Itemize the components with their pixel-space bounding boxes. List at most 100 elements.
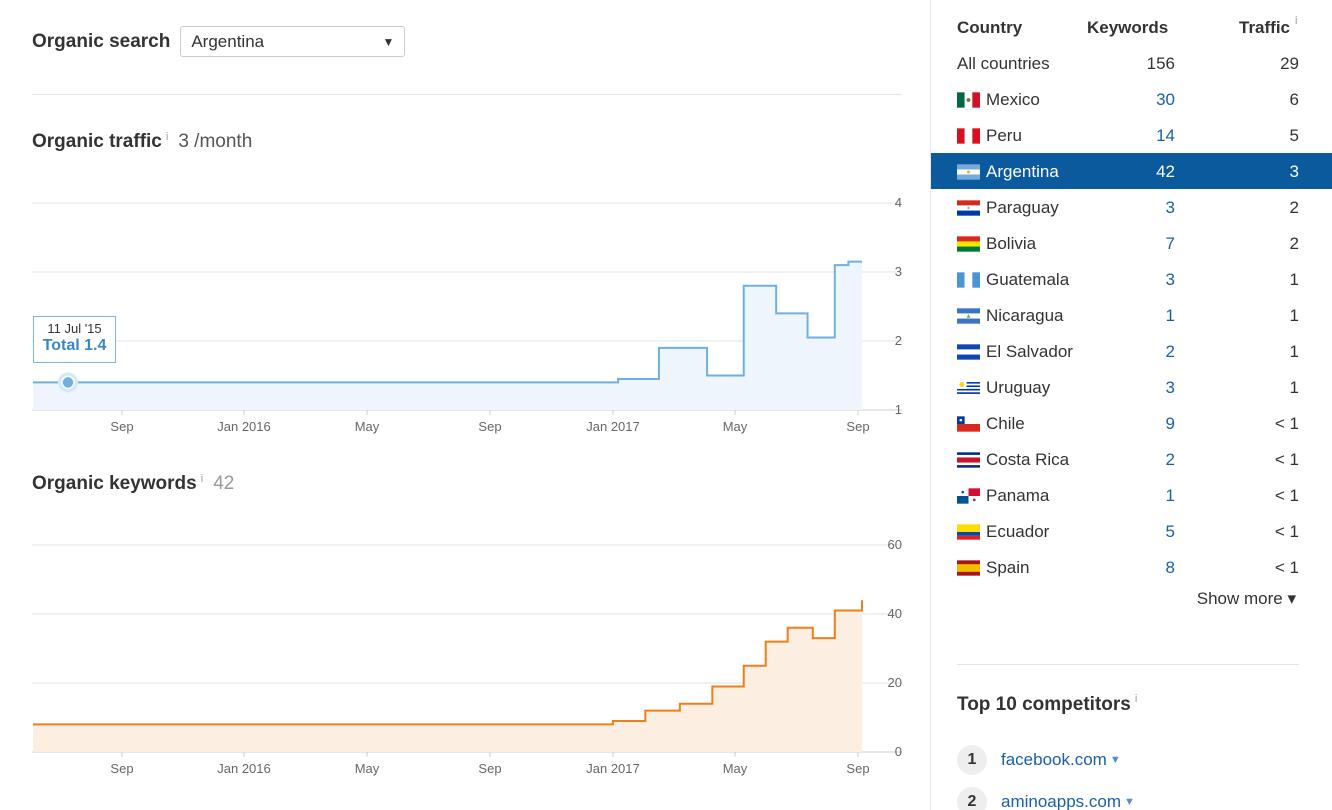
row-country: Uruguay bbox=[986, 378, 1051, 397]
table-row[interactable]: Panama 1 < 1 bbox=[931, 477, 1332, 513]
table-row[interactable]: Guatemala 3 1 bbox=[931, 261, 1332, 297]
row-keywords[interactable]: 30 bbox=[1156, 90, 1175, 109]
info-icon[interactable]: i bbox=[1295, 15, 1298, 27]
y-tick-label: 20 bbox=[888, 675, 902, 690]
country-select[interactable]: Argentina ▼ bbox=[180, 26, 406, 57]
info-icon[interactable]: i bbox=[200, 473, 204, 485]
show-more-button[interactable]: Show more ▾ bbox=[1196, 589, 1296, 608]
row-traffic: 29 bbox=[1280, 54, 1299, 73]
row-traffic: 1 bbox=[1289, 342, 1299, 361]
main-panel: Organic search Argentina ▼ Organic traff… bbox=[0, 26, 930, 790]
row-traffic: 1 bbox=[1289, 306, 1299, 325]
ecuador-flag-icon bbox=[957, 524, 980, 540]
x-tick-label: Sep bbox=[846, 419, 869, 434]
competitor-link[interactable]: aminoapps.com bbox=[1001, 792, 1122, 810]
uruguay-flag-icon bbox=[957, 380, 980, 396]
row-keywords[interactable]: 7 bbox=[1165, 234, 1175, 253]
tooltip-total: Total 1.4 bbox=[42, 337, 107, 354]
competitor-item[interactable]: 1 facebook.com ▼ bbox=[957, 744, 1121, 776]
x-tick-label: Sep bbox=[846, 761, 869, 776]
row-keywords[interactable]: 14 bbox=[1156, 126, 1175, 145]
section-divider bbox=[957, 664, 1299, 665]
x-tick-label: Jan 2017 bbox=[586, 761, 640, 776]
paraguay-flag-icon bbox=[957, 200, 980, 216]
row-keywords[interactable]: 1 bbox=[1165, 486, 1175, 505]
header-traffic[interactable]: Traffic bbox=[1239, 18, 1291, 37]
row-keywords[interactable]: 3 bbox=[1165, 270, 1175, 289]
row-traffic: 1 bbox=[1289, 378, 1299, 397]
x-tick-label: Sep bbox=[478, 419, 501, 434]
row-country: Paraguay bbox=[986, 198, 1059, 217]
row-keywords[interactable]: 1 bbox=[1165, 306, 1175, 325]
y-tick-label: 40 bbox=[888, 606, 902, 621]
row-country: Spain bbox=[986, 558, 1030, 577]
competitor-link[interactable]: facebook.com bbox=[1001, 750, 1107, 769]
table-row[interactable]: Chile 9 < 1 bbox=[931, 405, 1332, 441]
row-country: Peru bbox=[986, 126, 1022, 145]
organic-keywords-heading: Organic keywords i 42 bbox=[32, 473, 234, 495]
hover-point[interactable] bbox=[61, 375, 75, 390]
section-divider bbox=[32, 94, 902, 95]
info-icon[interactable]: i bbox=[165, 131, 169, 143]
organic-keywords-chart[interactable]: 0 20 40 60 Sep Jan 2016 May Sep Jan 2017 May Sep bbox=[0, 520, 930, 790]
argentina-flag-icon bbox=[957, 164, 980, 180]
row-country: Panama bbox=[986, 486, 1050, 505]
guatemala-flag-icon bbox=[957, 272, 980, 288]
y-tick-label: 3 bbox=[895, 264, 902, 279]
chevron-down-icon[interactable]: ▼ bbox=[1109, 754, 1121, 766]
row-keywords[interactable]: 42 bbox=[1156, 162, 1175, 181]
table-row[interactable]: Bolivia 7 2 bbox=[931, 225, 1332, 261]
panama-flag-icon bbox=[957, 488, 980, 504]
row-keywords[interactable]: 8 bbox=[1165, 558, 1175, 577]
peru-flag-icon bbox=[957, 128, 980, 144]
table-row[interactable]: Mexico 30 6 bbox=[931, 81, 1332, 117]
x-tick-label: May bbox=[355, 761, 380, 776]
row-keywords[interactable]: 5 bbox=[1165, 522, 1175, 541]
competitor-rank: 2 bbox=[957, 787, 987, 810]
info-icon[interactable]: i bbox=[1134, 693, 1138, 705]
table-row[interactable]: Paraguay 3 2 bbox=[931, 189, 1332, 225]
row-keywords[interactable]: 2 bbox=[1165, 342, 1175, 361]
organic-search-row: Organic search Argentina ▼ bbox=[32, 26, 406, 57]
table-row[interactable]: Argentina 42 3 bbox=[931, 153, 1332, 189]
organic-traffic-chart[interactable]: 1 2 3 4 Sep Jan 2016 May Sep Jan 2017 May Sep bbox=[0, 178, 930, 438]
row-country: Nicaragua bbox=[986, 306, 1064, 325]
table-row[interactable]: Ecuador 5 < 1 bbox=[931, 513, 1332, 549]
x-tick-label: May bbox=[355, 419, 380, 434]
chevron-down-icon[interactable]: ▼ bbox=[1124, 796, 1135, 808]
series-line bbox=[33, 260, 862, 384]
row-keywords[interactable]: 3 bbox=[1165, 198, 1175, 217]
table-row[interactable]: Spain 8 < 1 bbox=[931, 549, 1332, 585]
row-traffic: 2 bbox=[1289, 198, 1299, 217]
series-area bbox=[33, 600, 862, 752]
table-row[interactable]: Peru 14 5 bbox=[931, 117, 1332, 153]
competitor-item[interactable]: 2 aminoapps.com ▼ bbox=[957, 786, 1135, 810]
header-country[interactable]: Country bbox=[957, 18, 1023, 37]
table-row[interactable]: Nicaragua 1 1 bbox=[931, 297, 1332, 333]
row-keywords[interactable]: 3 bbox=[1165, 378, 1175, 397]
y-tick-label: 60 bbox=[888, 537, 902, 552]
y-tick-label: 0 bbox=[895, 744, 902, 759]
table-row[interactable]: El Salvador 2 1 bbox=[931, 333, 1332, 369]
bolivia-flag-icon bbox=[957, 236, 980, 252]
row-keywords[interactable]: 2 bbox=[1165, 450, 1175, 469]
row-country: Guatemala bbox=[986, 270, 1070, 289]
table-row[interactable]: Costa Rica 2 < 1 bbox=[931, 441, 1332, 477]
chart-tooltip: 11 Jul '15 Total 1.4 bbox=[33, 316, 116, 363]
table-row-all-countries[interactable]: All countries 156 29 bbox=[931, 45, 1332, 81]
x-tick-label: Sep bbox=[478, 761, 501, 776]
row-keywords[interactable]: 9 bbox=[1165, 414, 1175, 433]
x-tick-label: May bbox=[723, 761, 748, 776]
country-panel: Country Keywords Traffic i All countries… bbox=[930, 0, 1332, 810]
row-traffic: 5 bbox=[1289, 126, 1299, 145]
el-salvador-flag-icon bbox=[957, 344, 980, 360]
row-country: El Salvador bbox=[986, 342, 1073, 361]
country-table-header: Country Keywords Traffic i bbox=[957, 15, 1299, 42]
header-keywords[interactable]: Keywords bbox=[1087, 18, 1169, 37]
row-traffic: 6 bbox=[1289, 90, 1299, 109]
row-traffic: 1 bbox=[1289, 270, 1299, 289]
mexico-flag-icon bbox=[957, 92, 980, 108]
organic-search-label: Organic search bbox=[32, 30, 171, 52]
row-country: Ecuador bbox=[986, 522, 1050, 541]
table-row[interactable]: Uruguay 3 1 bbox=[931, 369, 1332, 405]
